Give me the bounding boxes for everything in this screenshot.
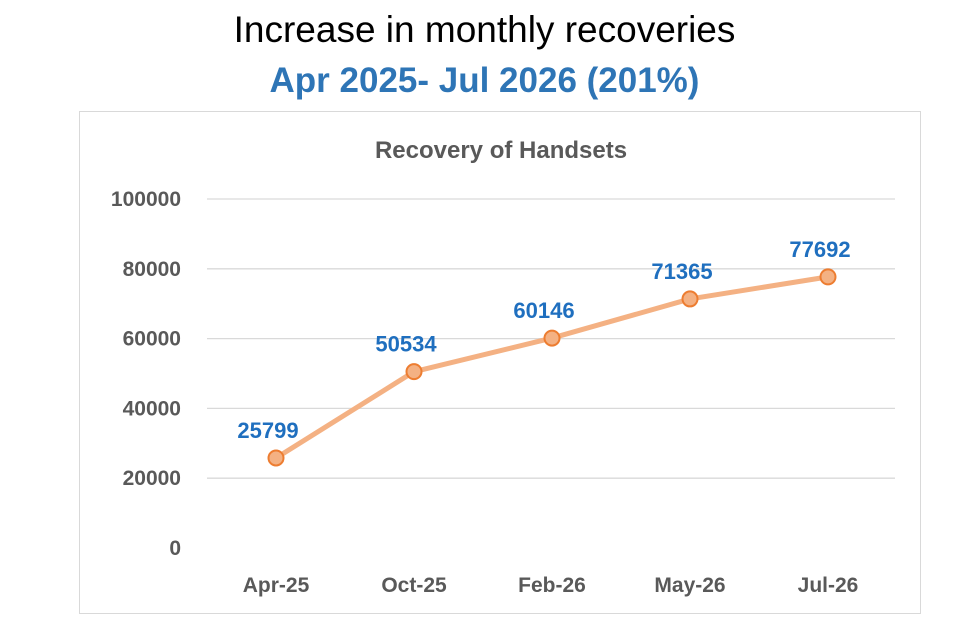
data-label-Oct-25: 50534 (375, 332, 437, 357)
data-point-Feb-26 (543, 329, 561, 347)
x-axis: Apr-25 Oct-25 Feb-26 May-26 Jul-26 (243, 574, 859, 597)
data-label-Apr-25: 25799 (237, 418, 298, 443)
data-label-Feb-26: 60146 (513, 298, 574, 323)
x-tick-label-Oct-25: Oct-25 (381, 574, 447, 597)
data-point-Oct-25 (405, 363, 423, 381)
y-tick-label-0: 0 (169, 537, 181, 560)
y-tick-label-80000: 80000 (123, 258, 181, 281)
x-tick-label-May-26: May-26 (654, 574, 725, 597)
y-tick-label-100000: 100000 (111, 188, 181, 211)
y-tick-label-60000: 60000 (123, 328, 181, 351)
x-tick-label-Jul-26: Jul-26 (798, 574, 859, 597)
page-title: Increase in monthly recoveries (233, 9, 736, 50)
data-point-Jul-26 (819, 268, 837, 286)
data-label-May-26: 71365 (651, 259, 712, 284)
data-point-Apr-25 (267, 449, 285, 467)
data-point-May-26 (681, 290, 699, 308)
page-subtitle: Apr 2025- Jul 2026 (201%) (269, 61, 700, 100)
chart-title: Recovery of Handsets (375, 137, 627, 164)
data-labels: 25799 50534 60146 71365 77692 (237, 237, 850, 443)
y-axis: 0 20000 40000 60000 80000 100000 (111, 188, 181, 560)
x-tick-label-Feb-26: Feb-26 (518, 574, 586, 597)
y-tick-label-20000: 20000 (123, 467, 181, 490)
x-tick-label-Apr-25: Apr-25 (243, 574, 310, 597)
series-recovery (267, 268, 837, 467)
chart-area (79, 111, 921, 614)
data-label-Jul-26: 77692 (789, 237, 850, 262)
y-tick-label-40000: 40000 (123, 397, 181, 420)
